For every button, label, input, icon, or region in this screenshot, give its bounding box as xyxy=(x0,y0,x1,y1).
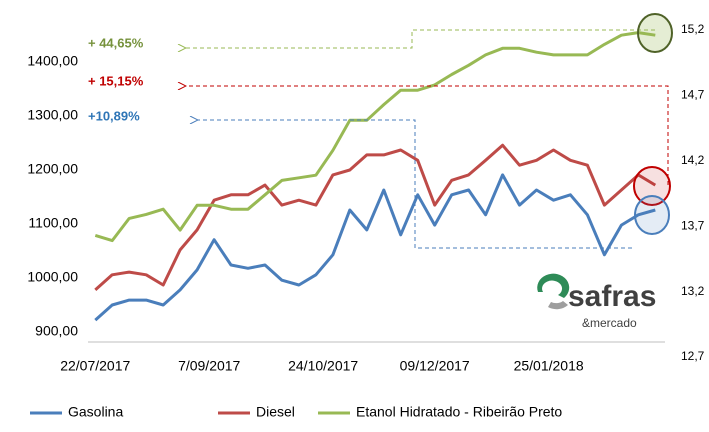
x-tick-label: 24/10/2017 xyxy=(288,358,358,374)
y-tick-label: 1400,00 xyxy=(27,53,78,69)
y2-tick-label: 14,2 xyxy=(681,153,705,167)
legend-label: Diesel xyxy=(256,404,295,420)
logo-text: safras xyxy=(568,280,656,313)
legend-label: Etanol Hidratado - Ribeirão Preto xyxy=(356,404,562,420)
arrow-etanol xyxy=(186,29,655,48)
x-tick-label: 22/07/2017 xyxy=(60,358,130,374)
series-line xyxy=(94,173,656,322)
arrow-gasolina xyxy=(198,120,632,249)
x-tick-label: 09/12/2017 xyxy=(400,358,470,374)
y-tick-label: 1300,00 xyxy=(27,107,78,123)
y-tick-label: 1100,00 xyxy=(28,215,78,231)
y2-tick-label: 14,7 xyxy=(681,88,705,102)
y2-tick-label: 13,2 xyxy=(681,284,705,298)
annotation: + 15,15% xyxy=(88,73,144,88)
logo: safras &mercado xyxy=(537,273,656,330)
annotation: +10,89% xyxy=(88,108,140,123)
plot: 900,00 1000,00 1100,00 1200,00 1300,00 1400,0… xyxy=(27,22,704,374)
series-line xyxy=(94,143,657,292)
y2-tick-label: 15,2 xyxy=(681,22,705,36)
highlight-circle xyxy=(634,195,670,235)
highlight-circle xyxy=(637,13,673,53)
x-tick-label: 7/09/2017 xyxy=(178,358,240,374)
arrow-diesel xyxy=(186,86,669,185)
y-tick-label: 900,00 xyxy=(35,323,78,339)
y2-tick-label: 13,7 xyxy=(681,218,705,232)
series-line xyxy=(94,31,656,243)
highlight-circle xyxy=(633,166,671,206)
y-tick-label: 1000,00 xyxy=(27,269,78,285)
x-tick-label: 25/01/2018 xyxy=(514,358,584,374)
y2-tick-label: 12,7 xyxy=(681,349,705,363)
logo-tagline: &mercado xyxy=(582,316,637,330)
annotation: + 44,65% xyxy=(88,35,144,50)
legend-label: Gasolina xyxy=(68,404,123,420)
y-tick-label: 1200,00 xyxy=(27,161,78,177)
legend: Gasolina Diesel Etanol Hidratado - Ribeirã… xyxy=(30,404,562,420)
